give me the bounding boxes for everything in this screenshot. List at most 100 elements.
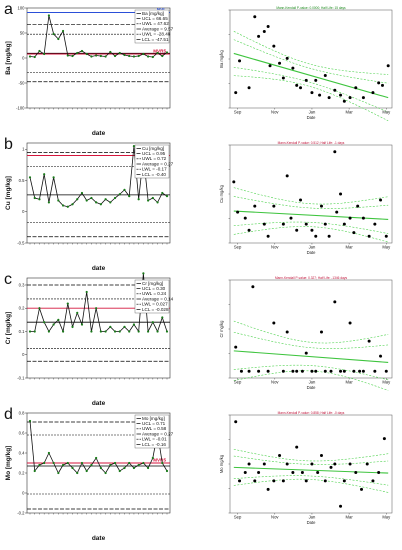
data-point xyxy=(80,49,84,53)
trend-point xyxy=(339,369,343,373)
trend-point xyxy=(365,462,369,466)
data-point xyxy=(38,49,41,53)
trend-point xyxy=(327,234,331,238)
data-point xyxy=(47,330,51,333)
trend-line xyxy=(233,350,389,363)
trend-point xyxy=(314,78,318,82)
panel-a: a -100 -50 0 50 100 NVL MVR5 Ba [mg/kg] date Ba [m… xyxy=(4,1,393,137)
trend-point xyxy=(373,369,377,373)
confidence-band xyxy=(233,39,389,84)
trend-point xyxy=(253,15,257,19)
data-point xyxy=(123,53,126,57)
confidence-band xyxy=(233,196,389,209)
trend-point xyxy=(251,285,255,289)
data-point xyxy=(43,173,46,176)
trend-point xyxy=(304,78,308,82)
y-axis-label: Cr [mg/kg] xyxy=(5,312,12,345)
data-point xyxy=(90,196,93,200)
y-tick-label: 0.8 xyxy=(19,410,25,415)
data-point xyxy=(142,272,145,275)
data-point xyxy=(80,461,84,465)
trend-point xyxy=(342,222,346,226)
data-point xyxy=(151,321,154,324)
data-point xyxy=(99,54,102,58)
legend-entry: UWL = 0.24 xyxy=(142,291,167,296)
data-point xyxy=(47,14,51,17)
data-point xyxy=(113,54,117,58)
trend-title: Mann-Kendall P-value: 0.858; Half Life: … xyxy=(278,411,345,415)
trend-point xyxy=(342,369,346,373)
panel-letter-c: c xyxy=(4,271,12,288)
trend-x-tick-label: May xyxy=(382,245,391,250)
legend-entry: UCL = 66.65 xyxy=(142,16,168,21)
legend-entry: LWL = -0.17 xyxy=(142,167,167,172)
trend-point xyxy=(318,93,322,97)
trend-point xyxy=(262,462,266,466)
trend-point xyxy=(266,25,270,29)
trend-y-label: Mo mg/kg xyxy=(219,454,224,473)
data-point xyxy=(33,55,36,59)
data-point xyxy=(71,54,74,58)
data-point xyxy=(61,29,65,33)
trend-point xyxy=(384,234,388,238)
data-point xyxy=(38,463,41,467)
data-point xyxy=(90,55,93,58)
data-point xyxy=(71,203,74,206)
y-tick-label: -100 xyxy=(16,105,25,110)
data-point xyxy=(28,419,32,423)
reference-label: NVL xyxy=(157,7,166,12)
trend-point xyxy=(314,369,318,373)
data-point xyxy=(90,330,93,333)
trend-point xyxy=(323,479,327,483)
data-point xyxy=(165,195,169,198)
y-tick-label: 0.4 xyxy=(19,450,25,455)
data-point xyxy=(161,461,164,465)
legend-entry: LWL = 0.027 xyxy=(142,302,168,307)
data-point xyxy=(43,461,46,465)
data-point xyxy=(85,52,88,56)
trend-point xyxy=(310,228,314,232)
data-point xyxy=(109,463,112,467)
data-point xyxy=(95,456,98,460)
trend-chart-d: Mann-Kendall P-value: 0.858; Half Life: … xyxy=(219,411,393,525)
data-point xyxy=(118,330,121,333)
data-point xyxy=(43,321,46,324)
panel-letter-a: a xyxy=(4,1,13,18)
trend-x-tick-label: Mar xyxy=(346,515,354,520)
trend-point xyxy=(281,76,285,80)
data-point xyxy=(85,290,88,294)
y-tick-label: 0.5 xyxy=(19,178,25,183)
data-point xyxy=(33,196,36,200)
data-point xyxy=(128,195,131,198)
data-point xyxy=(104,55,107,58)
trend-point xyxy=(314,234,318,238)
data-point xyxy=(76,51,79,55)
trend-point xyxy=(352,231,356,235)
panel-d: d -0.2 0 0.2 0.4 0.6 0.8 MVR5 Mo [mg/kg] date Mo [… xyxy=(4,406,393,542)
y-tick-label: -0.1 xyxy=(17,375,25,380)
trend-point xyxy=(268,64,272,68)
x-axis-label: date xyxy=(92,265,106,272)
trend-frame xyxy=(229,279,393,379)
data-point xyxy=(99,203,102,206)
y-axis-label: Ba [mg/kg] xyxy=(5,41,12,75)
trend-point xyxy=(361,369,365,373)
trend-point xyxy=(379,354,383,358)
trend-point xyxy=(285,56,289,60)
x-axis-label: date xyxy=(92,400,106,407)
legend-entry: UCL = 0.30 xyxy=(142,286,166,291)
confidence-band xyxy=(233,320,389,344)
trend-x-label: Date xyxy=(307,115,317,120)
trend-point xyxy=(253,479,257,483)
data-point xyxy=(104,198,107,201)
data-point xyxy=(95,201,98,204)
trend-point xyxy=(367,339,371,343)
legend-entry: Mo [mg/kg] xyxy=(142,416,165,421)
trend-point xyxy=(262,222,266,226)
trend-y-label: Cr mg/kg xyxy=(219,320,224,338)
trend-point xyxy=(243,216,247,220)
data-point xyxy=(104,330,107,333)
plot-frame xyxy=(26,142,171,244)
y-tick-label: 0.6 xyxy=(19,430,25,435)
